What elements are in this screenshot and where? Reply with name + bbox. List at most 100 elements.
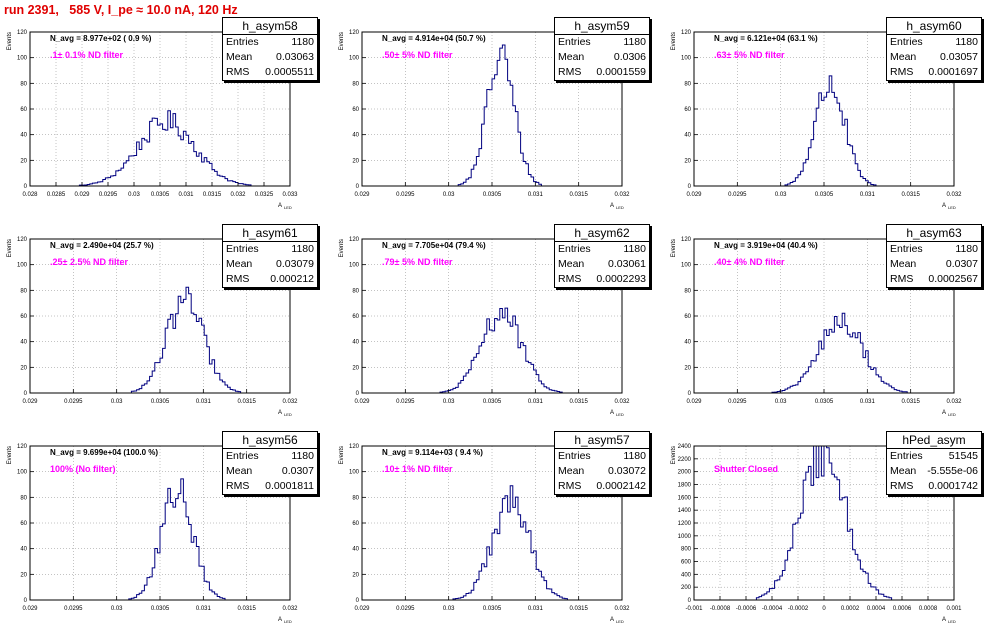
histogram-panel-h_asym59: 0.029 0.0295 0.03 0.0305 0.031 0.0315 0.032 0 20…	[332, 12, 664, 219]
y-tick-label: 0	[688, 598, 692, 604]
y-tick-label: 60	[684, 314, 691, 320]
x-tick-label: 0.029	[354, 606, 370, 612]
y-tick-label: 1800	[678, 483, 692, 489]
histogram-name: h_asym57	[555, 432, 649, 449]
stats-row-mean: Mean 0.03072	[555, 464, 649, 479]
stats-box: h_asym58 Entries 1180 Mean 0.03063 RMS 0.00055…	[222, 17, 318, 81]
x-tick-label: 0.03	[443, 399, 455, 405]
x-tick-label: 0.0305	[483, 399, 502, 405]
stats-value-entries: 51545	[948, 450, 978, 462]
x-tick-label: 0.0295	[396, 192, 415, 198]
x-tick-label: 0.029	[22, 399, 38, 405]
x-axis-subscript: LED	[284, 412, 292, 417]
stats-value-entries: 1180	[955, 243, 978, 255]
y-tick-label: 1200	[678, 521, 692, 527]
histogram-line-h_asym58	[30, 110, 290, 187]
x-tick-label: 0.032	[282, 399, 298, 405]
y-tick-label: 60	[352, 107, 359, 113]
x-tick-label: 0.029	[354, 399, 370, 405]
histogram-panel-h_asym58: 0.028 0.0285 0.029 0.0295 0.03 0.0305 0.031 0.0…	[0, 12, 332, 219]
stats-row-mean: Mean 0.0307	[887, 257, 981, 272]
stats-box: h_asym57 Entries 1180 Mean 0.03072 RMS 0.00021…	[554, 431, 650, 495]
histogram-name: h_asym56	[223, 432, 317, 449]
x-tick-label: 0.031	[528, 606, 544, 612]
x-axis-title: A	[610, 617, 614, 623]
stats-label-rms: RMS	[226, 273, 250, 285]
filter-label: .1± 0.1% ND filter	[50, 50, 123, 60]
histogram-panel-h_asym63: 0.029 0.0295 0.03 0.0305 0.031 0.0315 0.032 0 20…	[664, 219, 996, 426]
y-axis-title: Events	[339, 32, 345, 50]
histogram-panel-h_asym61: 0.029 0.0295 0.03 0.0305 0.031 0.0315 0.032 0 20…	[0, 219, 332, 426]
x-tick-label: 0.0305	[151, 606, 170, 612]
y-tick-label: 80	[20, 495, 27, 501]
y-axis-title: Events	[7, 446, 13, 464]
stats-label-mean: Mean	[226, 258, 253, 270]
x-axis-title: A	[942, 203, 946, 209]
y-tick-label: 120	[17, 237, 28, 243]
stats-row-mean: Mean 0.03061	[555, 257, 649, 272]
x-tick-label: 0.033	[282, 192, 298, 198]
x-tick-label: 0.0305	[483, 192, 502, 198]
x-tick-label: 0.0285	[47, 192, 66, 198]
y-tick-label: 0	[356, 184, 360, 190]
stats-value-rms: 0.0002293	[596, 273, 646, 285]
y-tick-label: 20	[684, 365, 691, 371]
y-tick-label: 100	[681, 56, 692, 62]
x-tick-label: 0.0305	[483, 606, 502, 612]
stats-value-mean: 0.03057	[940, 51, 978, 63]
stats-value-entries: 1180	[291, 243, 314, 255]
stats-value-rms: 0.0001697	[928, 66, 978, 78]
run-title: run 2391, 585 V, I_pe ≈ 10.0 nA, 120 Hz	[4, 3, 238, 17]
stats-label-entries: Entries	[890, 36, 923, 48]
n-avg-label: N_avg = 2.490e+04 (25.7 %)	[50, 241, 154, 250]
stats-row-mean: Mean -5.555e-06	[887, 464, 981, 479]
stats-label-mean: Mean	[226, 51, 253, 63]
stats-box: h_asym61 Entries 1180 Mean 0.03079 RMS 0.00021…	[222, 224, 318, 288]
n-avg-label: N_avg = 9.699e+04 (100.0 %)	[50, 448, 159, 457]
x-axis-subscript: LED	[616, 205, 624, 210]
y-tick-label: 100	[349, 56, 360, 62]
y-tick-label: 1600	[678, 495, 692, 501]
y-tick-label: 40	[352, 547, 359, 553]
y-tick-label: 100	[17, 263, 28, 269]
stats-row-mean: Mean 0.03079	[223, 257, 317, 272]
stats-label-entries: Entries	[226, 243, 259, 255]
stats-value-rms: 0.0002567	[928, 273, 978, 285]
x-tick-label: 0.0295	[728, 192, 747, 198]
x-tick-label: 0.029	[74, 192, 90, 198]
x-tick-label: 0.031	[196, 399, 212, 405]
x-tick-label: 0.029	[686, 192, 702, 198]
stats-value-entries: 1180	[623, 243, 646, 255]
x-tick-label: -0.0008	[710, 606, 731, 612]
stats-label-entries: Entries	[558, 36, 591, 48]
y-tick-label: 80	[20, 81, 27, 87]
histogram-canvas: 0.029 0.0295 0.03 0.0305 0.031 0.0315 0.032 0 20…	[671, 30, 962, 210]
n-avg-label: N_avg = 9.114e+03 ( 9.4 %)	[382, 448, 483, 457]
y-tick-label: 80	[352, 81, 359, 87]
x-tick-label: 0.03	[111, 606, 123, 612]
y-tick-label: 80	[352, 288, 359, 294]
y-tick-label: 100	[349, 263, 360, 269]
histogram-name: h_asym58	[223, 18, 317, 35]
x-tick-label: 0.029	[686, 399, 702, 405]
stats-value-rms: 0.0005511	[265, 66, 314, 78]
y-tick-label: 100	[17, 56, 28, 62]
y-tick-label: 400	[681, 572, 692, 578]
stats-row-entries: Entries 1180	[887, 242, 981, 257]
stats-label-rms: RMS	[558, 66, 582, 78]
stats-box: hPed_asym Entries 51545 Mean -5.555e-06 RMS 0.…	[886, 431, 982, 495]
x-tick-label: 0.031	[528, 399, 544, 405]
x-tick-label: 0.0315	[569, 399, 588, 405]
y-tick-label: 40	[352, 340, 359, 346]
x-tick-label: 0.032	[946, 399, 962, 405]
x-tick-label: 0.0315	[203, 192, 222, 198]
stats-value-mean: 0.0307	[281, 465, 314, 477]
y-tick-label: 2200	[678, 457, 692, 463]
x-tick-label: 0.031	[860, 192, 876, 198]
x-tick-label: 0.0006	[893, 606, 912, 612]
y-tick-label: 20	[20, 365, 27, 371]
stats-row-rms: RMS 0.0001559	[555, 65, 649, 80]
y-axis-title: Events	[671, 239, 677, 257]
x-axis-title: A	[278, 410, 282, 416]
histogram-line-hPed_asym	[694, 445, 954, 601]
